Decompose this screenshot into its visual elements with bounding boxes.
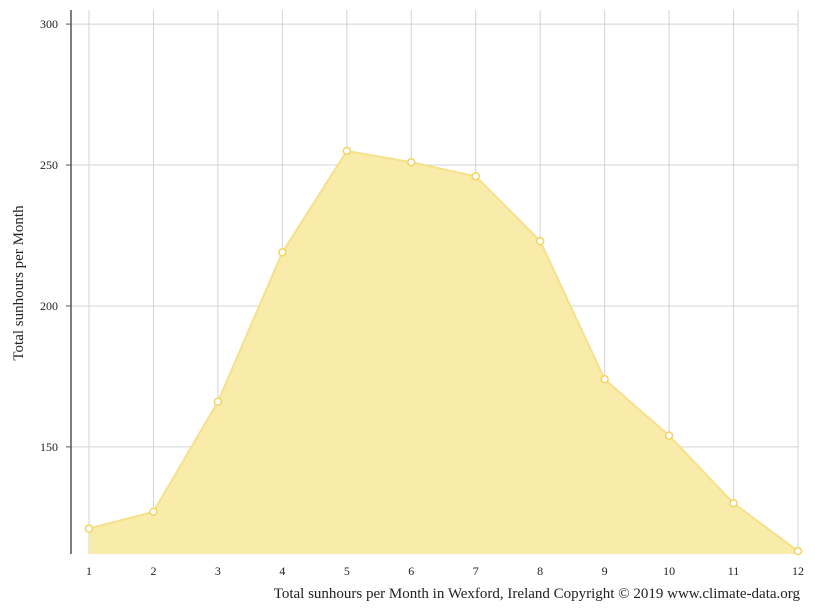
y-axis-title: Total sunhours per Month: [11, 205, 27, 361]
x-tick-label: 2: [150, 564, 156, 578]
sunhours-area: [89, 150, 798, 554]
x-tick-label: 10: [663, 564, 675, 578]
data-point[interactable]: [407, 157, 416, 167]
data-point[interactable]: [84, 524, 94, 533]
chart-caption: Total sunhours per Month in Wexford, Ire…: [274, 586, 801, 602]
data-point[interactable]: [535, 236, 545, 246]
x-tick-label: 6: [408, 564, 414, 578]
x-tick-label: 7: [473, 564, 479, 578]
data-point[interactable]: [729, 499, 738, 508]
sunhours-line: [88, 149, 799, 552]
data-point[interactable]: [793, 546, 803, 556]
x-tick-label: 9: [602, 564, 608, 578]
x-tick-label: 11: [728, 564, 740, 578]
data-point[interactable]: [664, 431, 674, 440]
data-point[interactable]: [471, 172, 480, 181]
data-point[interactable]: [342, 146, 352, 156]
data-point[interactable]: [149, 507, 158, 516]
data-point[interactable]: [213, 397, 223, 407]
y-tick-label: 200: [40, 299, 58, 313]
y-tick-label: 300: [40, 17, 58, 31]
x-tick-label: 1: [86, 564, 92, 578]
x-tick-label: 8: [537, 564, 543, 578]
y-tick-label: 250: [40, 158, 58, 172]
x-tick-label: 3: [215, 564, 221, 578]
y-tick-label: 150: [40, 440, 58, 454]
marker-layer: [84, 146, 803, 556]
data-point[interactable]: [278, 248, 287, 257]
x-tick-label: 4: [279, 564, 285, 578]
axis-layer: [66, 10, 72, 554]
data-point[interactable]: [600, 374, 609, 384]
area-layer: [88, 149, 799, 554]
x-tick-label: 12: [792, 564, 804, 578]
x-tick-label: 5: [344, 564, 350, 578]
